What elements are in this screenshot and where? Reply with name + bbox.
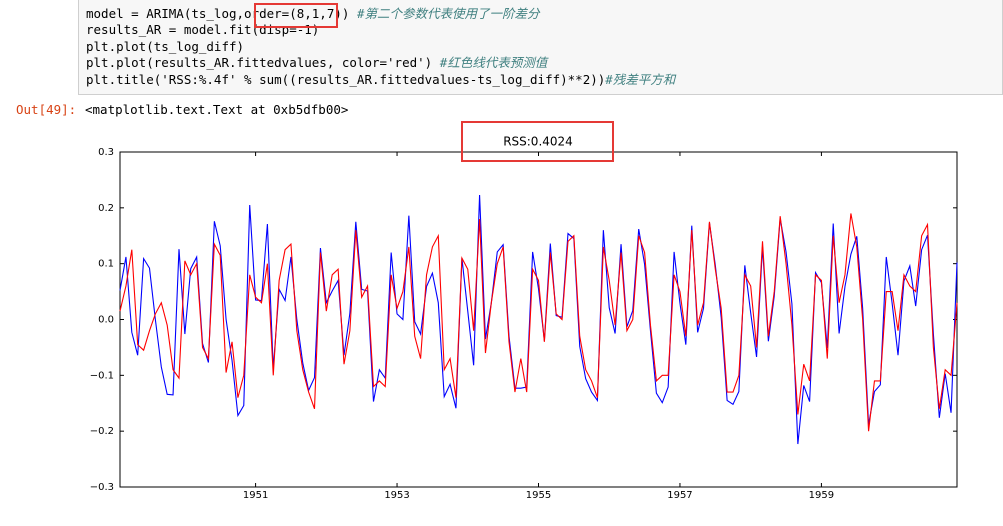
plot-frame	[119, 151, 958, 488]
highlight-box	[461, 121, 614, 162]
comment: #红色线代表预测值	[439, 55, 548, 70]
code-line: model = ARIMA(ts_log,order=(8,1,7)) #第二个…	[86, 6, 539, 22]
y-tick-label: 0.1	[98, 259, 114, 270]
chart-title: RSS:0.4024	[503, 135, 573, 149]
highlight-box	[254, 3, 338, 28]
y-tick-label: 0.2	[98, 203, 114, 214]
x-tick-label: 1951	[243, 490, 268, 501]
series-line	[119, 194, 958, 445]
code: plt.title('RSS:%.4f' % sum((results_AR.f…	[86, 72, 606, 87]
code-cell[interactable]: model = ARIMA(ts_log,order=(8,1,7)) #第二个…	[78, 0, 1003, 95]
y-tick-label: 0.0	[98, 315, 114, 326]
x-tick-label: 1955	[526, 490, 551, 501]
code: plt.plot(results_AR.fittedvalues, color=…	[86, 55, 440, 70]
comment: #第二个参数代表使用了一阶差分	[356, 6, 540, 21]
code-line: plt.plot(ts_log_diff)	[86, 39, 244, 55]
output-prompt: Out[49]:	[16, 102, 77, 117]
y-tick-label: −0.3	[90, 482, 114, 493]
y-tick-label: −0.1	[90, 370, 114, 381]
code-line: results_AR = model.fit(disp=-1)	[86, 22, 319, 38]
y-tick-label: 0.3	[98, 147, 114, 158]
x-tick-label: 1953	[384, 490, 409, 501]
y-tick-label: −0.2	[90, 426, 114, 437]
code-line: plt.title('RSS:%.4f' % sum((results_AR.f…	[86, 72, 675, 88]
series-line	[119, 213, 958, 432]
x-tick-label: 1959	[809, 490, 834, 501]
x-tick-label: 1957	[667, 490, 692, 501]
comment: #残差平方和	[605, 72, 676, 87]
code: results_AR = model.fit(disp=-1)	[86, 22, 320, 37]
code: plt.plot(ts_log_diff)	[86, 39, 245, 54]
output-text: <matplotlib.text.Text at 0xb5dfb00>	[85, 102, 349, 117]
code-line: plt.plot(results_AR.fittedvalues, color=…	[86, 55, 547, 71]
code: model = ARIMA(ts_log,order=(8,1,7))	[86, 6, 357, 21]
